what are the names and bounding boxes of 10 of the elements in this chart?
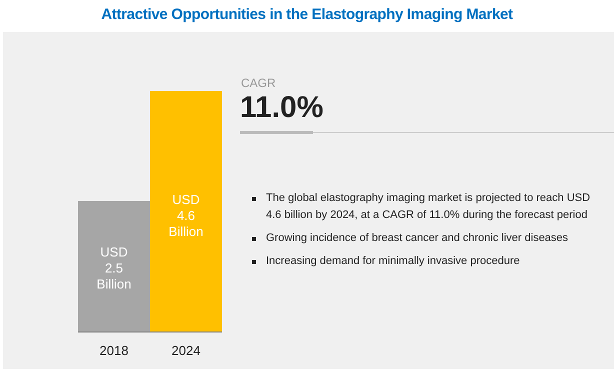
text: CAGR <box>241 76 276 90</box>
data-label: USD 2.5 Billion <box>96 244 132 292</box>
text: 11.0% <box>240 91 324 125</box>
text: Growing incidence of breast cancer and chronic liver diseases <box>265 231 570 246</box>
data-label: USD 4.6 Billion <box>168 192 204 239</box>
text: Increasing demand for minimally invasive procedure <box>265 254 521 269</box>
text: The global elastography imaging market is projected to reach USD 4.6 billion by 2024, at a CAGR of 11.0% during the forecast period <box>265 191 592 223</box>
x-tick-label: 2024 <box>172 343 200 358</box>
x-tick-label: 2018 <box>100 343 128 358</box>
text: Attractive Opportunities in the Elastography Imaging Market <box>100 6 514 23</box>
